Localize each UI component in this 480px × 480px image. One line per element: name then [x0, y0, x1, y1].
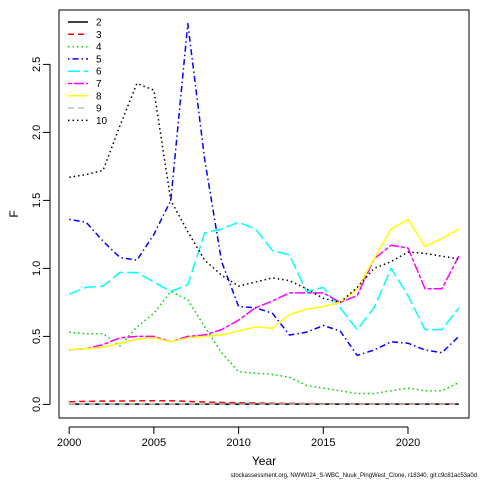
legend-label-4: 4: [96, 42, 102, 53]
x-tick-label-2000: 2000: [57, 437, 81, 449]
y-tick-label-1.5: 1.5: [31, 193, 43, 208]
series-line-7: [69, 244, 460, 351]
series-line-8: [69, 218, 460, 351]
x-tick-label-2010: 2010: [226, 437, 250, 449]
plot-frame: [58, 9, 470, 419]
x-axis-title: Year: [252, 454, 276, 468]
legend-label-5: 5: [96, 54, 102, 65]
legend-label-6: 6: [96, 67, 102, 78]
x-tick-label-2020: 2020: [396, 437, 420, 449]
x-tick-label-2015: 2015: [311, 437, 335, 449]
series-line-6: [68, 221, 460, 331]
y-tick-label-2.5: 2.5: [31, 57, 43, 72]
series-line-4: [69, 290, 460, 395]
y-tick-label-0.5: 0.5: [31, 329, 43, 344]
legend-label-8: 8: [96, 91, 102, 102]
legend-label-2: 2: [96, 18, 102, 29]
series-line-5: [69, 22, 460, 357]
legend-label-7: 7: [96, 79, 102, 90]
x-tick-label-2005: 2005: [142, 437, 166, 449]
y-axis-title: F: [7, 210, 21, 217]
y-tick-label-2.0: 2.0: [31, 125, 43, 140]
y-tick-label-1.0: 1.0: [31, 261, 43, 276]
legend-label-3: 3: [96, 30, 102, 41]
legend-label-9: 9: [96, 104, 102, 115]
y-tick-label-0.0: 0.0: [31, 397, 43, 412]
legend-label-10: 10: [96, 116, 108, 127]
chart-caption: stockassessment.org, NWW024_S-WBC_Nuuk_P…: [231, 473, 477, 479]
